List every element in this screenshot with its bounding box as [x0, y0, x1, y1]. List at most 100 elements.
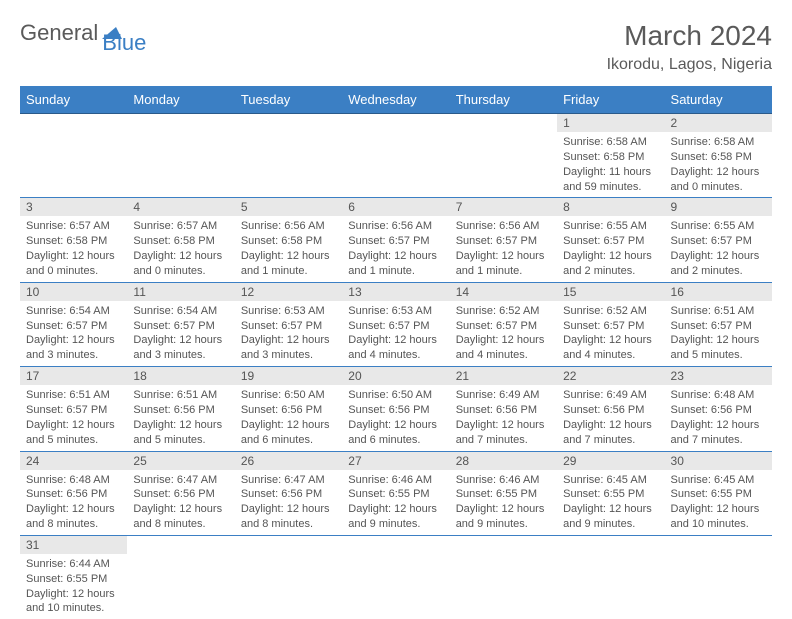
day-number: 21	[450, 367, 557, 385]
day-details: Sunrise: 6:50 AMSunset: 6:56 PMDaylight:…	[342, 385, 449, 450]
page-header: General Blue March 2024 Ikorodu, Lagos, …	[20, 20, 772, 74]
day-details: Sunrise: 6:51 AMSunset: 6:57 PMDaylight:…	[20, 385, 127, 450]
day-header: Tuesday	[235, 86, 342, 114]
day-details: Sunrise: 6:51 AMSunset: 6:56 PMDaylight:…	[127, 385, 234, 450]
calendar-cell: 27Sunrise: 6:46 AMSunset: 6:55 PMDayligh…	[342, 451, 449, 535]
calendar-cell: 8Sunrise: 6:55 AMSunset: 6:57 PMDaylight…	[557, 198, 664, 282]
day-number: 6	[342, 198, 449, 216]
day-number-empty	[342, 536, 449, 554]
calendar-cell: 28Sunrise: 6:46 AMSunset: 6:55 PMDayligh…	[450, 451, 557, 535]
day-number: 27	[342, 452, 449, 470]
day-details: Sunrise: 6:52 AMSunset: 6:57 PMDaylight:…	[450, 301, 557, 366]
calendar-cell: 18Sunrise: 6:51 AMSunset: 6:56 PMDayligh…	[127, 367, 234, 451]
calendar-cell	[127, 114, 234, 198]
day-details: Sunrise: 6:46 AMSunset: 6:55 PMDaylight:…	[342, 470, 449, 535]
day-number: 2	[665, 114, 772, 132]
calendar-cell	[450, 114, 557, 198]
day-number-empty	[450, 114, 557, 132]
day-header-row: SundayMondayTuesdayWednesdayThursdayFrid…	[20, 86, 772, 114]
calendar-cell: 6Sunrise: 6:56 AMSunset: 6:57 PMDaylight…	[342, 198, 449, 282]
day-number: 5	[235, 198, 342, 216]
day-number: 16	[665, 283, 772, 301]
day-details: Sunrise: 6:54 AMSunset: 6:57 PMDaylight:…	[127, 301, 234, 366]
calendar-cell	[20, 114, 127, 198]
calendar-cell	[665, 535, 772, 619]
calendar-cell: 2Sunrise: 6:58 AMSunset: 6:58 PMDaylight…	[665, 114, 772, 198]
day-number: 30	[665, 452, 772, 470]
calendar-row: 24Sunrise: 6:48 AMSunset: 6:56 PMDayligh…	[20, 451, 772, 535]
day-number-empty	[20, 114, 127, 132]
day-details: Sunrise: 6:56 AMSunset: 6:57 PMDaylight:…	[342, 216, 449, 281]
day-number: 10	[20, 283, 127, 301]
calendar-cell: 21Sunrise: 6:49 AMSunset: 6:56 PMDayligh…	[450, 367, 557, 451]
day-header: Wednesday	[342, 86, 449, 114]
day-number: 20	[342, 367, 449, 385]
day-number: 1	[557, 114, 664, 132]
day-number-empty	[127, 536, 234, 554]
day-details: Sunrise: 6:45 AMSunset: 6:55 PMDaylight:…	[665, 470, 772, 535]
day-number: 28	[450, 452, 557, 470]
day-details: Sunrise: 6:56 AMSunset: 6:57 PMDaylight:…	[450, 216, 557, 281]
day-number: 29	[557, 452, 664, 470]
calendar-cell: 13Sunrise: 6:53 AMSunset: 6:57 PMDayligh…	[342, 282, 449, 366]
day-details: Sunrise: 6:44 AMSunset: 6:55 PMDaylight:…	[20, 554, 127, 619]
day-number-empty	[235, 536, 342, 554]
day-header: Saturday	[665, 86, 772, 114]
logo-text-blue: Blue	[102, 30, 146, 55]
day-number: 11	[127, 283, 234, 301]
calendar-cell: 14Sunrise: 6:52 AMSunset: 6:57 PMDayligh…	[450, 282, 557, 366]
calendar-cell	[127, 535, 234, 619]
day-details: Sunrise: 6:48 AMSunset: 6:56 PMDaylight:…	[20, 470, 127, 535]
calendar-cell: 20Sunrise: 6:50 AMSunset: 6:56 PMDayligh…	[342, 367, 449, 451]
day-number-empty	[342, 114, 449, 132]
day-number: 31	[20, 536, 127, 554]
day-number: 19	[235, 367, 342, 385]
day-number: 14	[450, 283, 557, 301]
day-number-empty	[450, 536, 557, 554]
day-details: Sunrise: 6:55 AMSunset: 6:57 PMDaylight:…	[665, 216, 772, 281]
day-number-empty	[235, 114, 342, 132]
calendar-cell: 30Sunrise: 6:45 AMSunset: 6:55 PMDayligh…	[665, 451, 772, 535]
calendar-cell	[450, 535, 557, 619]
day-number-empty	[127, 114, 234, 132]
calendar-cell: 17Sunrise: 6:51 AMSunset: 6:57 PMDayligh…	[20, 367, 127, 451]
day-details: Sunrise: 6:50 AMSunset: 6:56 PMDaylight:…	[235, 385, 342, 450]
day-details: Sunrise: 6:49 AMSunset: 6:56 PMDaylight:…	[450, 385, 557, 450]
day-details: Sunrise: 6:57 AMSunset: 6:58 PMDaylight:…	[127, 216, 234, 281]
day-details: Sunrise: 6:54 AMSunset: 6:57 PMDaylight:…	[20, 301, 127, 366]
day-header: Friday	[557, 86, 664, 114]
day-number: 25	[127, 452, 234, 470]
day-header: Monday	[127, 86, 234, 114]
day-number: 15	[557, 283, 664, 301]
day-header: Sunday	[20, 86, 127, 114]
day-number: 24	[20, 452, 127, 470]
calendar-cell: 24Sunrise: 6:48 AMSunset: 6:56 PMDayligh…	[20, 451, 127, 535]
day-details: Sunrise: 6:51 AMSunset: 6:57 PMDaylight:…	[665, 301, 772, 366]
day-number: 9	[665, 198, 772, 216]
day-number: 18	[127, 367, 234, 385]
day-details: Sunrise: 6:55 AMSunset: 6:57 PMDaylight:…	[557, 216, 664, 281]
day-details: Sunrise: 6:58 AMSunset: 6:58 PMDaylight:…	[665, 132, 772, 197]
calendar-cell: 16Sunrise: 6:51 AMSunset: 6:57 PMDayligh…	[665, 282, 772, 366]
day-number: 4	[127, 198, 234, 216]
calendar-cell: 10Sunrise: 6:54 AMSunset: 6:57 PMDayligh…	[20, 282, 127, 366]
calendar-cell: 12Sunrise: 6:53 AMSunset: 6:57 PMDayligh…	[235, 282, 342, 366]
calendar-cell: 15Sunrise: 6:52 AMSunset: 6:57 PMDayligh…	[557, 282, 664, 366]
calendar-row: 10Sunrise: 6:54 AMSunset: 6:57 PMDayligh…	[20, 282, 772, 366]
calendar-cell: 23Sunrise: 6:48 AMSunset: 6:56 PMDayligh…	[665, 367, 772, 451]
day-details: Sunrise: 6:57 AMSunset: 6:58 PMDaylight:…	[20, 216, 127, 281]
calendar-row: 3Sunrise: 6:57 AMSunset: 6:58 PMDaylight…	[20, 198, 772, 282]
day-number: 22	[557, 367, 664, 385]
calendar-cell	[235, 114, 342, 198]
calendar-cell: 11Sunrise: 6:54 AMSunset: 6:57 PMDayligh…	[127, 282, 234, 366]
calendar-cell: 4Sunrise: 6:57 AMSunset: 6:58 PMDaylight…	[127, 198, 234, 282]
day-details: Sunrise: 6:49 AMSunset: 6:56 PMDaylight:…	[557, 385, 664, 450]
day-number: 13	[342, 283, 449, 301]
day-details: Sunrise: 6:46 AMSunset: 6:55 PMDaylight:…	[450, 470, 557, 535]
day-number: 26	[235, 452, 342, 470]
calendar-table: SundayMondayTuesdayWednesdayThursdayFrid…	[20, 86, 772, 619]
calendar-row: 17Sunrise: 6:51 AMSunset: 6:57 PMDayligh…	[20, 367, 772, 451]
calendar-row: 1Sunrise: 6:58 AMSunset: 6:58 PMDaylight…	[20, 114, 772, 198]
day-number: 7	[450, 198, 557, 216]
location-text: Ikorodu, Lagos, Nigeria	[607, 56, 772, 74]
